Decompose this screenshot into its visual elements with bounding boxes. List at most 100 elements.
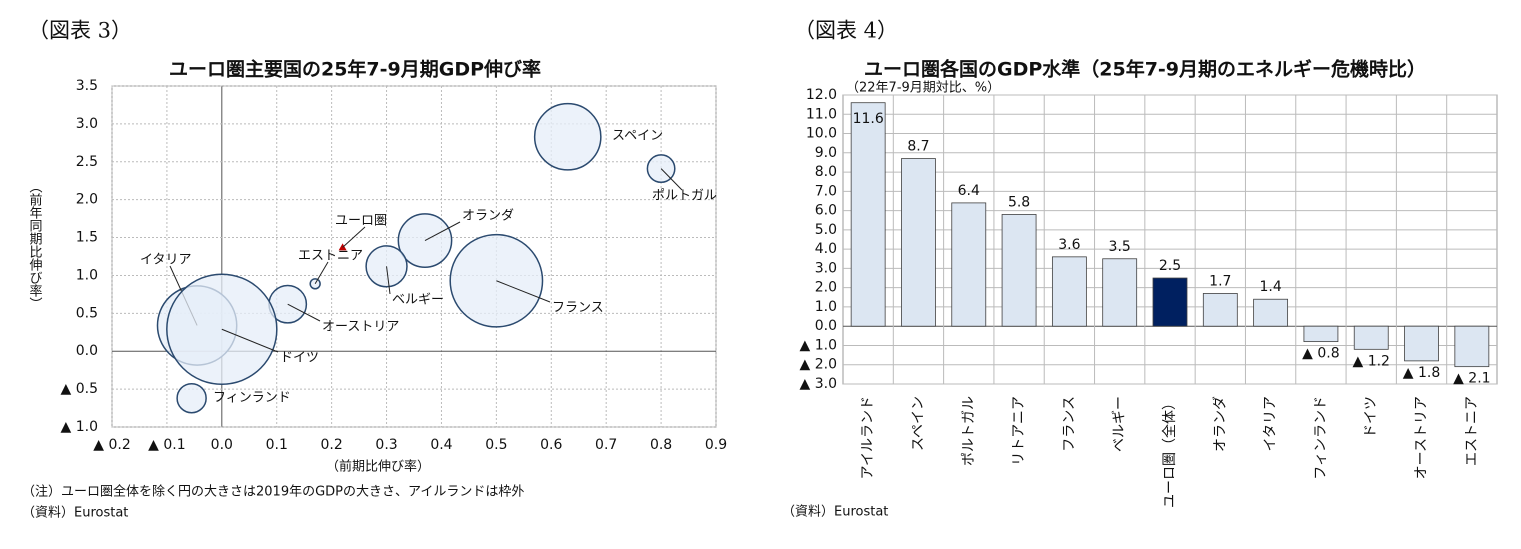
leader-line [424, 221, 461, 242]
y-tick-label: 6.0 [815, 203, 837, 219]
x-tick-label: イタリア [1263, 396, 1279, 451]
y-tick-label: 4.0 [815, 241, 837, 257]
x-tick-label: オーストリア [1414, 396, 1430, 479]
source: （資料）Eurostat [782, 505, 888, 520]
leader-line [660, 168, 683, 191]
y-tick-label: ▲ 1.0 [800, 337, 837, 353]
data-label: 6.4 [958, 183, 980, 199]
x-tick-label: ポルトガル [961, 396, 977, 466]
y-tick-label: 9.0 [815, 145, 837, 161]
bar [1454, 325, 1490, 368]
note: （注）ユーロ圏全体を除く円の大きさは2019年のGDPの大きさ、アイルランドは枠… [22, 484, 524, 500]
data-label: 3.5 [1109, 239, 1131, 255]
leader-line [314, 261, 329, 285]
data-label: 11.6 [853, 111, 884, 127]
bar [1303, 325, 1339, 343]
y-tick-label: 2.0 [815, 280, 837, 296]
data-label: 8.7 [907, 139, 929, 155]
y-tick-label: 7.0 [815, 183, 837, 199]
y-tick-label: 0.0 [76, 343, 98, 359]
x-tick-label: 0.6 [540, 437, 562, 453]
leader-line [287, 303, 321, 322]
y-tick-label: ▲ 1.0 [61, 419, 98, 435]
data-label: エストニア [298, 249, 363, 264]
bubble [176, 382, 207, 414]
data-label: フィンランド [213, 391, 291, 406]
x-tick-label: フランス [1061, 396, 1077, 452]
bar [1051, 256, 1087, 327]
bar [901, 158, 936, 327]
x-tick-label: エストニア [1464, 396, 1480, 466]
plot-area [842, 94, 1498, 385]
x-tick-label: 0.3 [375, 437, 397, 453]
y-tick-label: 2.5 [76, 154, 98, 170]
y-tick-label: ▲ 0.5 [61, 381, 98, 397]
leader-line [342, 226, 366, 248]
x-tick-label: 0.4 [430, 437, 452, 453]
data-label: 5.8 [1008, 194, 1030, 210]
bar [850, 102, 886, 327]
data-label: ▲ 1.2 [1352, 353, 1389, 369]
data-label: ▲ 2.1 [1453, 371, 1490, 387]
y-tick-label: 11.0 [806, 106, 837, 122]
data-label: ▲ 1.8 [1403, 365, 1440, 381]
x-tick-label: 0.7 [595, 437, 617, 453]
y-tick-label: 3.0 [815, 260, 837, 276]
chart-title: ユーロ圏各国のGDP水準（25年7-9月期のエネルギー危機時比） [864, 58, 1426, 81]
x-tick-label: 0.0 [211, 437, 233, 453]
x-tick-label: ▲ 0.2 [93, 437, 130, 453]
data-label: ポルトガル [652, 189, 717, 204]
data-label: オランダ [462, 209, 514, 224]
bar [1001, 214, 1037, 327]
x-tick-label: ユーロ圏（全体） [1161, 396, 1178, 508]
y-tick-label: 1.0 [76, 267, 98, 283]
x-tick-label: ドイツ [1363, 396, 1379, 438]
leader-line [386, 266, 391, 295]
x-tick-label: 0.1 [266, 437, 288, 453]
data-label: イタリア [140, 253, 191, 268]
x-tick-label: オランダ [1212, 396, 1228, 452]
bubble [533, 102, 602, 171]
leader-line [221, 328, 279, 353]
data-label: オーストリア [322, 320, 399, 335]
data-label: ベルギー [392, 293, 444, 308]
x-axis-label: （前期比伸び率） [326, 459, 430, 475]
y-tick-label: 0.0 [815, 318, 837, 334]
y-tick-label: 1.5 [76, 230, 98, 246]
y-tick-label: 2.0 [76, 192, 98, 208]
y-tick-label: 8.0 [815, 164, 837, 180]
data-label: 2.5 [1159, 258, 1181, 274]
x-tick-label: 0.5 [485, 437, 507, 453]
data-label: ドイツ [280, 351, 319, 366]
data-label: 1.4 [1259, 279, 1281, 295]
data-label: ユーロ圏 [335, 214, 387, 229]
data-label: スペイン [612, 129, 663, 144]
y-tick-label: ▲ 2.0 [800, 357, 837, 373]
y-tick-label: ▲ 3.0 [800, 376, 837, 392]
chart-title: ユーロ圏主要国の25年7-9月期GDP伸び率 [169, 58, 541, 81]
figure-label: （図表 3） [28, 19, 132, 43]
x-tick-label: アイルランド [860, 396, 876, 479]
source: （資料）Eurostat [22, 506, 128, 521]
data-label: フランス [552, 301, 604, 316]
y-tick-label: 5.0 [815, 222, 837, 238]
bar [1202, 293, 1238, 327]
x-tick-label: 0.8 [650, 437, 672, 453]
x-tick-label: 0.9 [705, 437, 727, 453]
bar [951, 202, 987, 327]
bar [1353, 325, 1389, 350]
x-tick-label: ▲ 0.1 [148, 437, 185, 453]
y-tick-label: 1.0 [815, 299, 837, 315]
bar [1404, 325, 1439, 362]
y-tick-label: 3.5 [76, 78, 98, 94]
leader-line [496, 280, 551, 303]
data-label: 3.6 [1058, 237, 1080, 253]
data-label: ▲ 0.8 [1302, 346, 1339, 362]
y-tick-label: 12.0 [806, 87, 837, 103]
bar [1102, 258, 1138, 327]
x-tick-label: フィンランド [1313, 396, 1329, 480]
bar [1253, 298, 1289, 327]
x-tick-label: ベルギー [1112, 396, 1128, 452]
y-tick-label: 10.0 [806, 126, 837, 142]
